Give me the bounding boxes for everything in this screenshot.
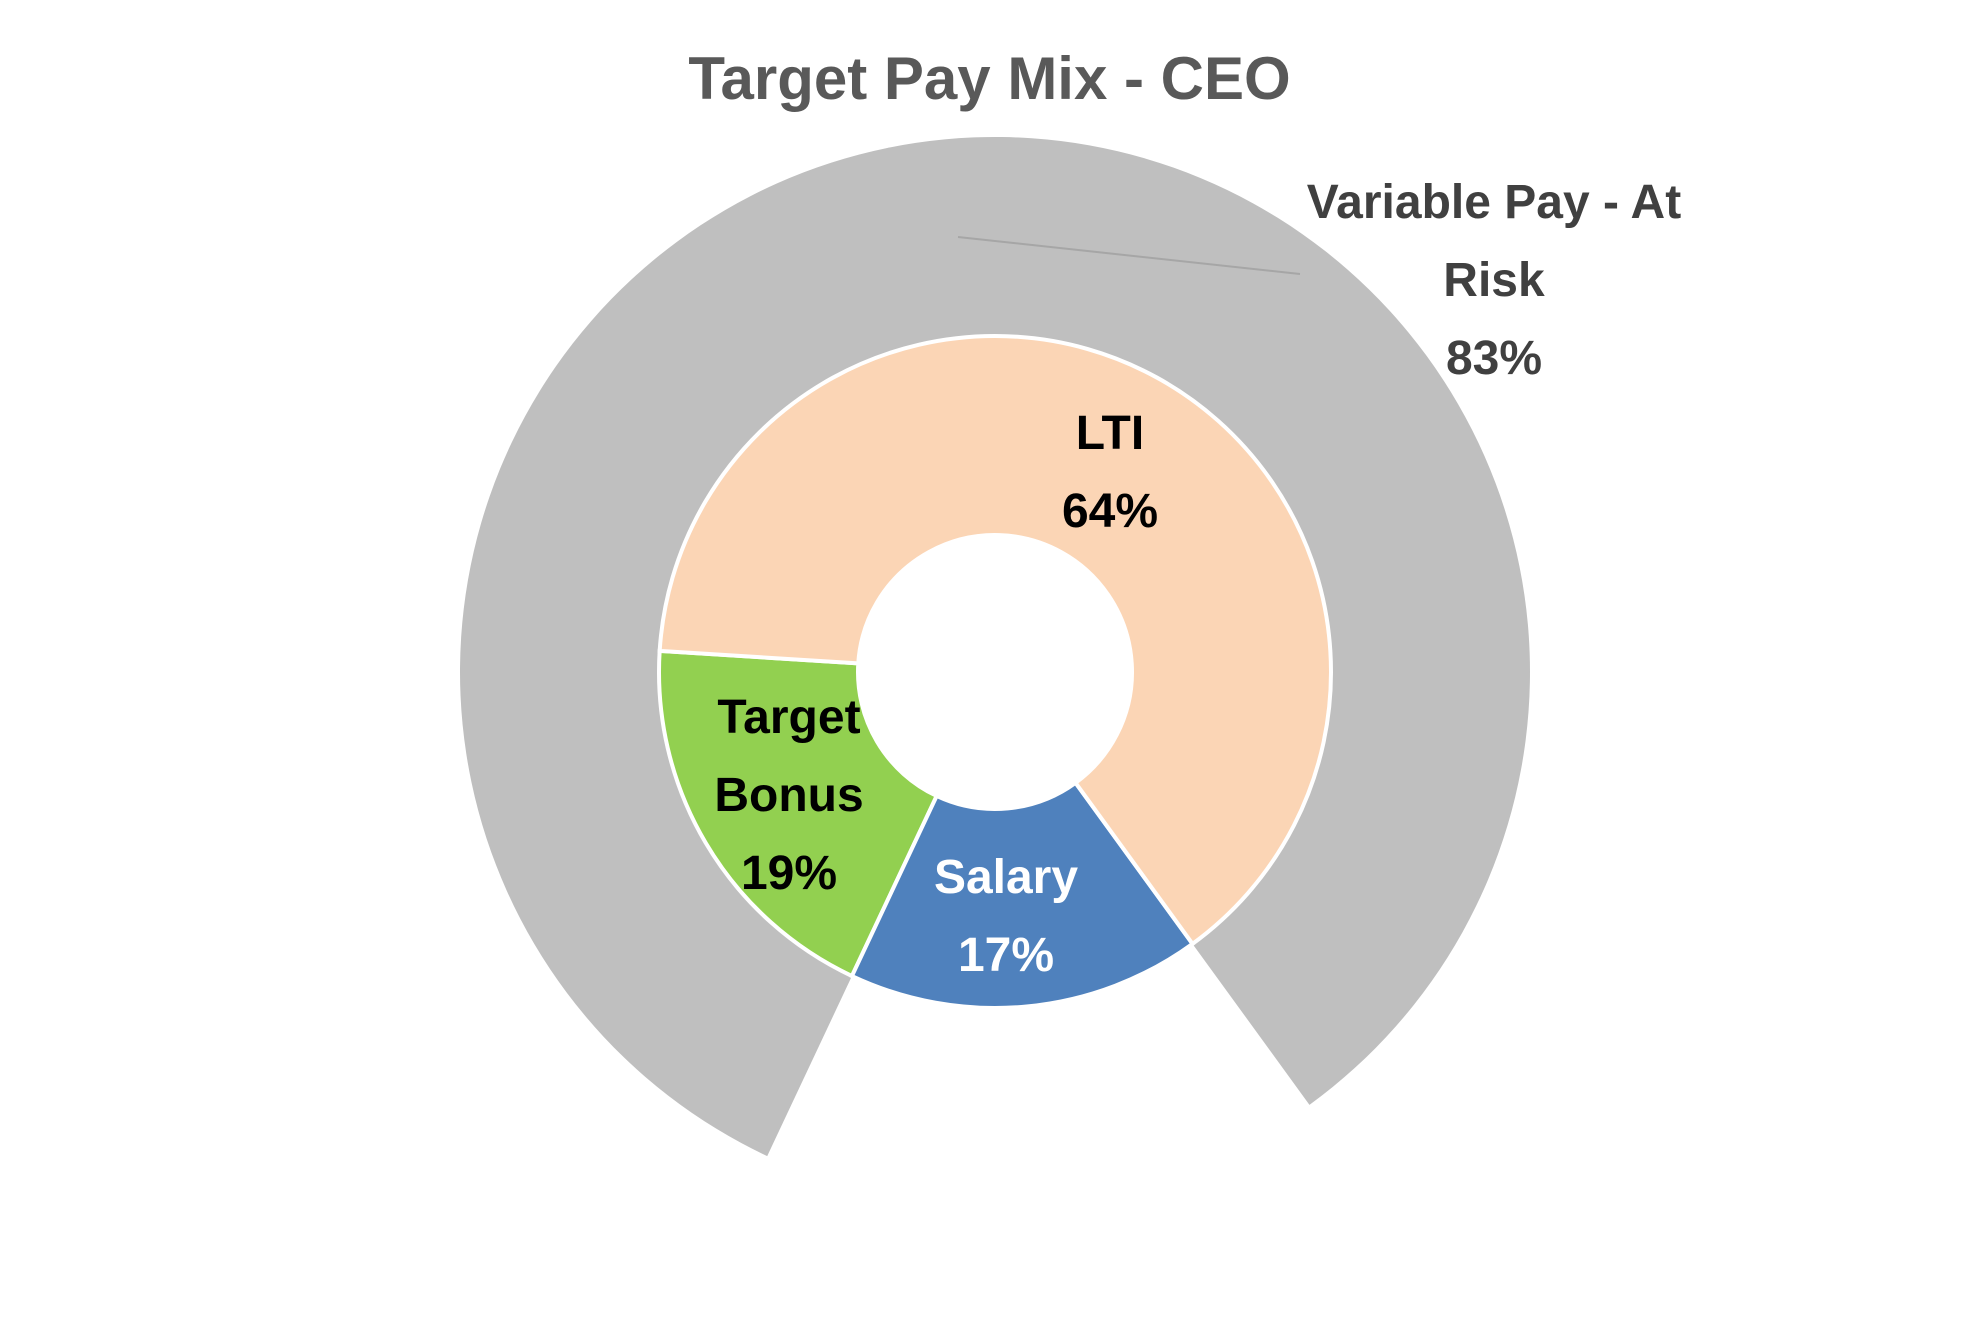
inner-slice [657,334,1333,947]
data-label: Target Bonus 19% [669,679,909,913]
chart-title: Target Pay Mix - CEO [688,45,1291,112]
category-label: Target Bonus [714,691,864,822]
leader-line [957,236,1301,275]
inner-slice [849,780,1196,1010]
outer-slice [460,137,1531,1157]
value-label: 17% [957,929,1055,982]
value-label: 64% [1061,485,1159,538]
data-label: LTI 64% [960,395,1260,551]
category-label: Salary [933,851,1079,904]
category-label: Variable Pay - At Risk [1306,176,1682,307]
value-label: 83% [1445,332,1543,385]
value-label: 19% [740,847,838,900]
inner-slice [657,648,940,979]
category-label: LTI [1075,407,1145,460]
data-label: Salary 17% [856,839,1156,995]
data-label: Variable Pay - At Risk 83% [1259,164,1729,398]
